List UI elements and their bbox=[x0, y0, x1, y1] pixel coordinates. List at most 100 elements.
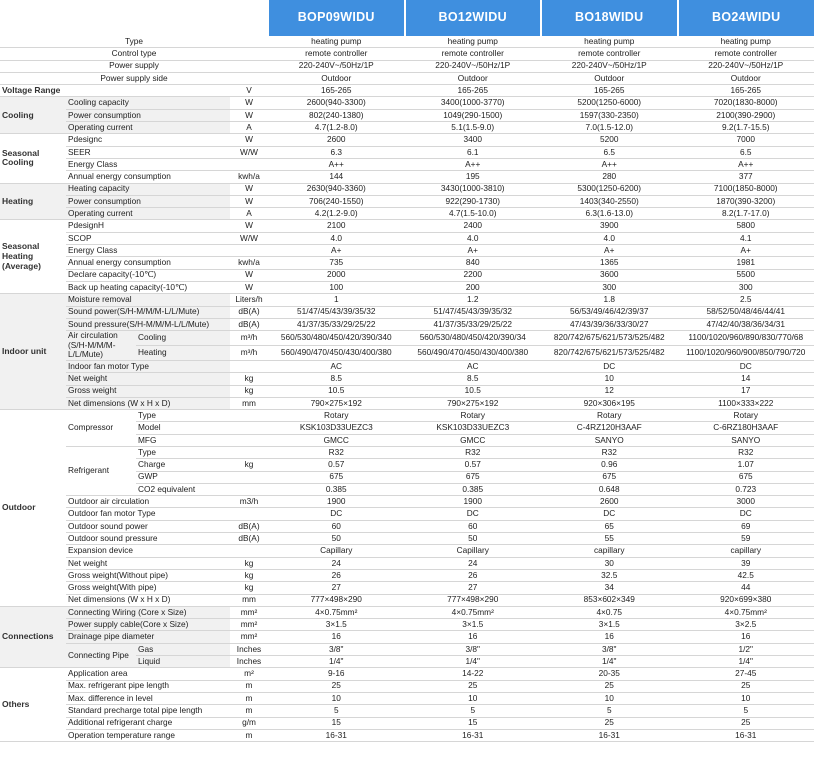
row-label: Drainage pipe diameter bbox=[66, 630, 230, 644]
unit-cell: W bbox=[230, 219, 268, 233]
value-cell: 840 bbox=[404, 256, 541, 270]
value-cell: 4.0 bbox=[541, 232, 678, 246]
unit-cell: m bbox=[230, 692, 268, 706]
value-cell: 27-45 bbox=[677, 667, 814, 681]
value-cell: 8.5 bbox=[404, 372, 541, 386]
row-label: PdesignH bbox=[66, 219, 230, 233]
table-row: Operation temperature range m 16-31 16-31 16… bbox=[0, 729, 814, 743]
table-row: Voltage Range V 165-265 165-265 165-265 165-2… bbox=[0, 84, 814, 98]
value-cell: A++ bbox=[677, 158, 814, 172]
table-row: SCOP W/W 4.0 4.0 4.0 4.1 bbox=[0, 232, 814, 246]
table-row: Control type remote controller remote cont… bbox=[0, 47, 814, 61]
value-cell: 32.5 bbox=[541, 569, 678, 583]
value-cell: 560/530/480/450/420/390/340 bbox=[268, 330, 405, 347]
row-label: Power consumption bbox=[66, 109, 230, 123]
table-row: Outdoor sound pressure dB(A) 50 50 55 59 bbox=[0, 532, 814, 546]
row-label: Expansion device bbox=[66, 544, 230, 558]
value-cell: 220-240V~/50Hz/1P bbox=[268, 60, 405, 73]
unit-cell bbox=[230, 544, 268, 558]
value-cell: remote controller bbox=[268, 47, 405, 61]
spec-table: BOP09WIDU BO12WIDU BO18WIDU BO24WIDU Type hea… bbox=[0, 0, 814, 743]
value-cell: Capillary bbox=[268, 544, 405, 558]
unit-cell: W/W bbox=[230, 146, 268, 159]
table-row: Gross weight(Without pipe) kg 26 26 32.5 42.5 bbox=[0, 569, 814, 583]
value-cell: 20-35 bbox=[541, 667, 678, 681]
value-cell: remote controller bbox=[404, 47, 541, 61]
value-cell: 4.1 bbox=[677, 232, 814, 246]
value-cell: 853×602×349 bbox=[541, 594, 678, 607]
table-row: Gross weight kg 10.5 10.5 12 17 bbox=[0, 385, 814, 398]
value-cell: A++ bbox=[268, 158, 405, 172]
value-cell: AC bbox=[268, 360, 405, 374]
unit-cell: W bbox=[230, 109, 268, 123]
value-cell: Outdoor bbox=[268, 72, 405, 86]
value-cell: 1900 bbox=[404, 495, 541, 509]
unit-cell: kg bbox=[230, 581, 268, 595]
unit-cell: mm² bbox=[230, 606, 268, 620]
table-row: Others Application area m² 9-16 14-22 20-35 27… bbox=[0, 667, 814, 743]
row-label: Power supply side bbox=[0, 72, 268, 86]
unit-cell: kwh/a bbox=[230, 256, 268, 270]
value-cell: 1049(290-1500) bbox=[404, 109, 541, 123]
value-cell: 8.5 bbox=[268, 372, 405, 386]
value-cell: 2600(940-3300) bbox=[268, 96, 405, 110]
value-cell: Capillary bbox=[404, 544, 541, 558]
value-cell: 16-31 bbox=[268, 729, 405, 743]
value-cell: 5.1(1.5-9.0) bbox=[404, 121, 541, 135]
value-cell: 2200 bbox=[404, 269, 541, 282]
value-cell: R32 bbox=[541, 446, 678, 460]
unit-cell: m3/h bbox=[230, 495, 268, 509]
value-cell: 16 bbox=[268, 630, 405, 644]
row-label: Declare capacity(-10℃) bbox=[66, 269, 230, 282]
sub-label: Heating bbox=[136, 345, 230, 361]
unit-cell bbox=[230, 409, 268, 423]
row-label: Sound power(S/H-M/M/M-L/L/Mute) bbox=[66, 306, 230, 319]
table-row: Connections Connecting Wiring (Core x Siz… bbox=[0, 606, 814, 669]
row-label: SCOP bbox=[66, 232, 230, 246]
value-cell: A+ bbox=[268, 244, 405, 258]
unit-cell: mm² bbox=[230, 618, 268, 632]
value-cell: 3900 bbox=[541, 219, 678, 233]
table-row: Power consumption W 706(240-1550) 922(290-1… bbox=[0, 195, 814, 209]
value-cell: heating pump bbox=[404, 36, 541, 49]
row-label: Control type bbox=[0, 47, 268, 61]
value-cell: A++ bbox=[404, 158, 541, 172]
unit-cell: Inches bbox=[230, 643, 268, 657]
row-label: Net weight bbox=[66, 372, 230, 386]
value-cell: 5 bbox=[268, 704, 405, 718]
value-cell: 280 bbox=[541, 170, 678, 184]
value-cell: 1365 bbox=[541, 256, 678, 270]
value-cell: 675 bbox=[404, 471, 541, 484]
value-cell: 0.57 bbox=[404, 458, 541, 472]
value-cell: KSK103D33UEZC3 bbox=[404, 421, 541, 435]
table-row: Indoor unit Moisture removal Liters/h 1 1.2 1… bbox=[0, 293, 814, 411]
value-cell: 0.385 bbox=[404, 483, 541, 497]
value-cell: 16-31 bbox=[677, 729, 814, 743]
value-cell: DC bbox=[677, 507, 814, 521]
value-cell: remote controller bbox=[541, 47, 678, 61]
value-cell: 3×1.5 bbox=[268, 618, 405, 632]
value-cell: 560/530/480/450/420/390/34 bbox=[404, 330, 541, 347]
group-label: Air circulation (S/H-M/M/M-L/L/Mute) bbox=[66, 330, 136, 361]
value-cell: 4.0 bbox=[404, 232, 541, 246]
row-label: Operating current bbox=[66, 121, 230, 135]
table-row: Net dimensions (W x H x D) mm 790×275×192 7… bbox=[0, 397, 814, 411]
value-cell: 820/742/675/621/573/525/482 bbox=[541, 330, 678, 347]
value-cell: Rotary bbox=[541, 409, 678, 423]
table-row: Power supply cable(Core x Size) mm² 3×1.5 3… bbox=[0, 618, 814, 632]
row-label: Net dimensions (W x H x D) bbox=[66, 594, 230, 607]
value-cell: 25 bbox=[404, 680, 541, 693]
value-cell: 5200(1250-6000) bbox=[541, 96, 678, 110]
row-label: Standard precharge total pipe length bbox=[66, 704, 230, 718]
model-header: BOP09WIDU bbox=[267, 0, 405, 36]
value-cell: 1403(340-2550) bbox=[541, 195, 678, 209]
value-cell: remote controller bbox=[677, 47, 814, 61]
row-label: SEER bbox=[66, 146, 230, 159]
row-label: Power supply bbox=[0, 60, 268, 73]
value-cell: 47/43/39/36/33/30/27 bbox=[541, 318, 678, 332]
value-cell: 7000 bbox=[677, 133, 814, 147]
table-row: Sound power(S/H-M/M/M-L/L/Mute) dB(A) 51/4… bbox=[0, 306, 814, 319]
value-cell: 16-31 bbox=[541, 729, 678, 743]
value-cell: 920×306×195 bbox=[541, 397, 678, 411]
